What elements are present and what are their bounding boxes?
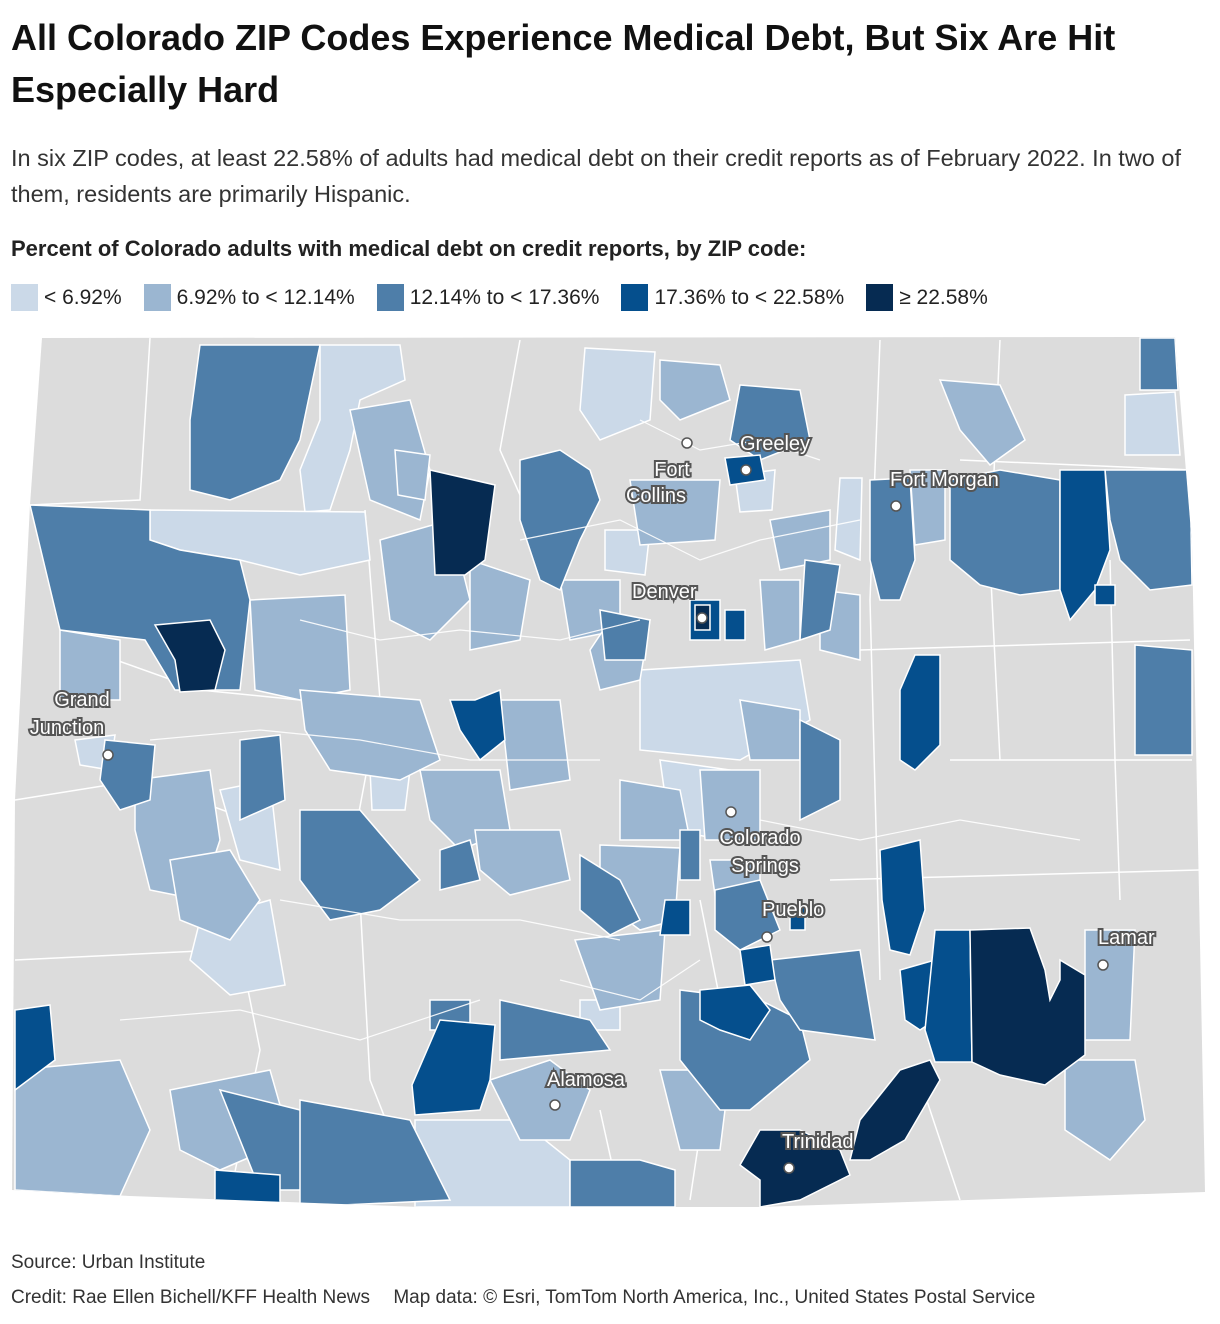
city-label-trinidad: Trinidad <box>782 1131 854 1153</box>
legend-label-5: ≥ 22.58% <box>899 285 988 309</box>
city-marker-pueblo <box>761 931 773 943</box>
city-label-fort-collins-2: Collins <box>626 485 686 507</box>
legend-label-4: 17.36% to < 22.58% <box>654 285 845 309</box>
page-title: All Colorado ZIP Codes Experience Medica… <box>11 17 1116 110</box>
city-label-denver: Denver <box>632 581 697 603</box>
legend-item-5: ≥ 22.58% <box>866 284 988 311</box>
legend-label-1: < 6.92% <box>44 285 122 309</box>
city-label-alamosa: Alamosa <box>547 1069 626 1091</box>
zip-regions-gte-22-58 <box>153 469 1086 1207</box>
city-label-colorado-springs-2: Springs <box>731 855 799 877</box>
credit-note: Credit: Rae Ellen Bichell/KFF Health New… <box>11 1287 1035 1309</box>
legend: < 6.92% 6.92% to < 12.14% 12.14% to < 17… <box>11 284 988 311</box>
city-markers <box>102 437 1109 1174</box>
city-marker-greeley <box>740 464 752 476</box>
city-marker-fort-collins <box>681 437 693 449</box>
legend-swatch-4 <box>621 284 649 311</box>
legend-title: Percent of Colorado adults with medical … <box>11 236 807 261</box>
legend-item-3: 12.14% to < 17.36% <box>376 284 600 311</box>
credit-text: Credit: Rae Ellen Bichell/KFF Health New… <box>11 1287 371 1308</box>
map-data-text: Map data: © Esri, TomTom North America, … <box>393 1287 1036 1308</box>
city-label-fort-morgan: Fort Morgan <box>890 469 999 491</box>
city-marker-denver <box>696 612 708 624</box>
legend-swatch-2 <box>143 284 171 311</box>
city-marker-fort-morgan <box>890 500 902 512</box>
city-labels: Greeley Fort Collins Fort Morgan Denver … <box>28 431 1157 1155</box>
zip-regions-12-14-to-17-36 <box>19 337 1193 1207</box>
legend-label-2: 6.92% to < 12.14% <box>176 285 355 309</box>
legend-item-1: < 6.92% <box>11 284 122 311</box>
city-marker-grand-junction <box>102 749 114 761</box>
zip-boundaries <box>119 419 1081 1041</box>
legend-item-2: 6.92% to < 12.14% <box>143 284 355 311</box>
city-marker-trinidad <box>783 1162 795 1174</box>
zip-regions-17-36-to-22-58 <box>14 454 1116 1207</box>
city-label-fort-collins-1: Fort <box>654 459 690 481</box>
city-label-pueblo: Pueblo <box>762 899 824 921</box>
city-label-greeley: Greeley <box>740 433 810 455</box>
legend-label-3: 12.14% to < 17.36% <box>409 285 600 309</box>
city-label-lamar: Lamar <box>1098 927 1155 949</box>
source-note: Source: Urban Institute <box>11 1252 206 1273</box>
city-label-grand-junction-2: Junction <box>30 717 105 739</box>
legend-swatch-1 <box>11 284 38 311</box>
zip-regions-6-92-to-12-14 <box>14 359 1146 1197</box>
city-label-colorado-springs-1: Colorado <box>719 827 800 849</box>
legend-swatch-3 <box>376 284 404 311</box>
city-label-grand-junction-1: Grand <box>54 689 110 711</box>
city-marker-lamar <box>1097 959 1109 971</box>
legend-swatch-5 <box>866 284 894 311</box>
city-marker-colorado-springs <box>725 806 737 818</box>
city-marker-alamosa <box>549 1099 561 1111</box>
legend-item-4: 17.36% to < 22.58% <box>621 284 844 311</box>
subtitle: In six ZIP codes, at least 22.58% of adu… <box>11 145 1181 207</box>
colorado-zip-map: Greeley Fort Collins Fort Morgan Denver … <box>12 337 1205 1207</box>
